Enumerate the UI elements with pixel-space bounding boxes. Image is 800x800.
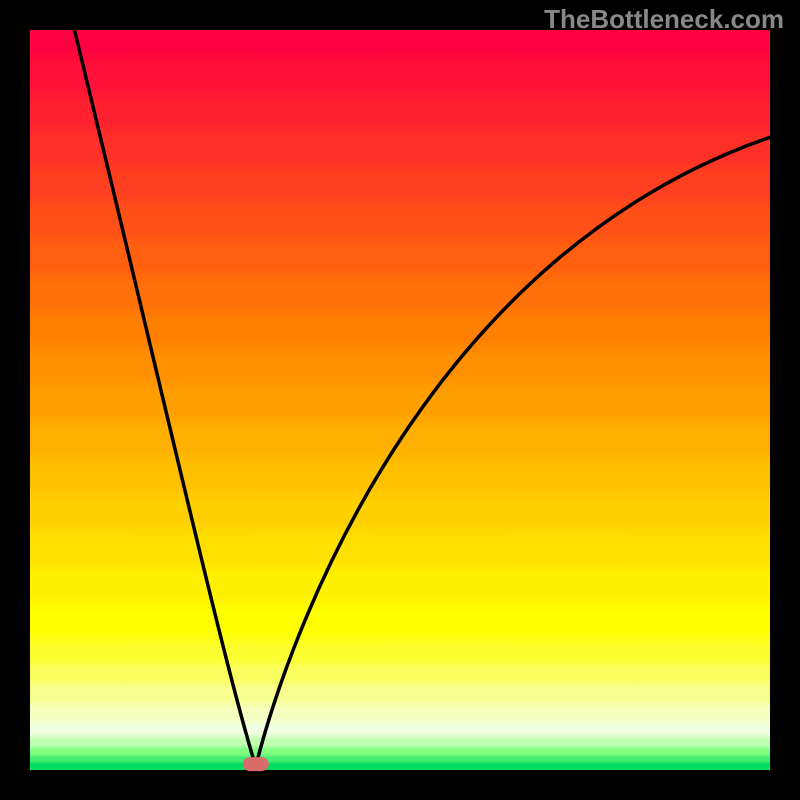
watermark-text: TheBottleneck.com [544,4,784,35]
curve-path [74,30,770,766]
min-marker [243,757,269,771]
bottleneck-curve [0,0,800,800]
chart-canvas: TheBottleneck.com [0,0,800,800]
